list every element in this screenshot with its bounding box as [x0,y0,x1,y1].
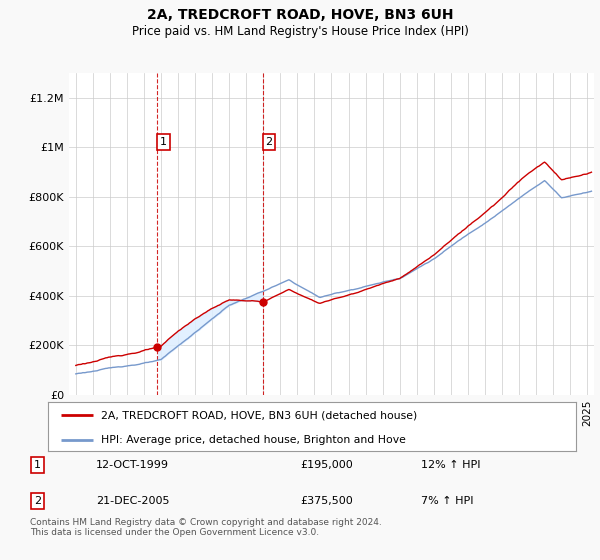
Text: 2: 2 [34,496,41,506]
Text: 1: 1 [34,460,41,470]
Text: 2A, TREDCROFT ROAD, HOVE, BN3 6UH (detached house): 2A, TREDCROFT ROAD, HOVE, BN3 6UH (detac… [101,410,417,421]
Text: 7% ↑ HPI: 7% ↑ HPI [421,496,474,506]
Text: 12% ↑ HPI: 12% ↑ HPI [421,460,481,470]
Text: Price paid vs. HM Land Registry's House Price Index (HPI): Price paid vs. HM Land Registry's House … [131,25,469,38]
Text: 2: 2 [265,137,272,147]
Text: HPI: Average price, detached house, Brighton and Hove: HPI: Average price, detached house, Brig… [101,435,406,445]
Text: 2A, TREDCROFT ROAD, HOVE, BN3 6UH: 2A, TREDCROFT ROAD, HOVE, BN3 6UH [147,8,453,22]
Text: 1: 1 [160,137,167,147]
Text: £195,000: £195,000 [300,460,353,470]
Text: 12-OCT-1999: 12-OCT-1999 [96,460,169,470]
Text: 21-DEC-2005: 21-DEC-2005 [96,496,169,506]
Text: £375,500: £375,500 [300,496,353,506]
Text: Contains HM Land Registry data © Crown copyright and database right 2024.
This d: Contains HM Land Registry data © Crown c… [30,518,382,538]
